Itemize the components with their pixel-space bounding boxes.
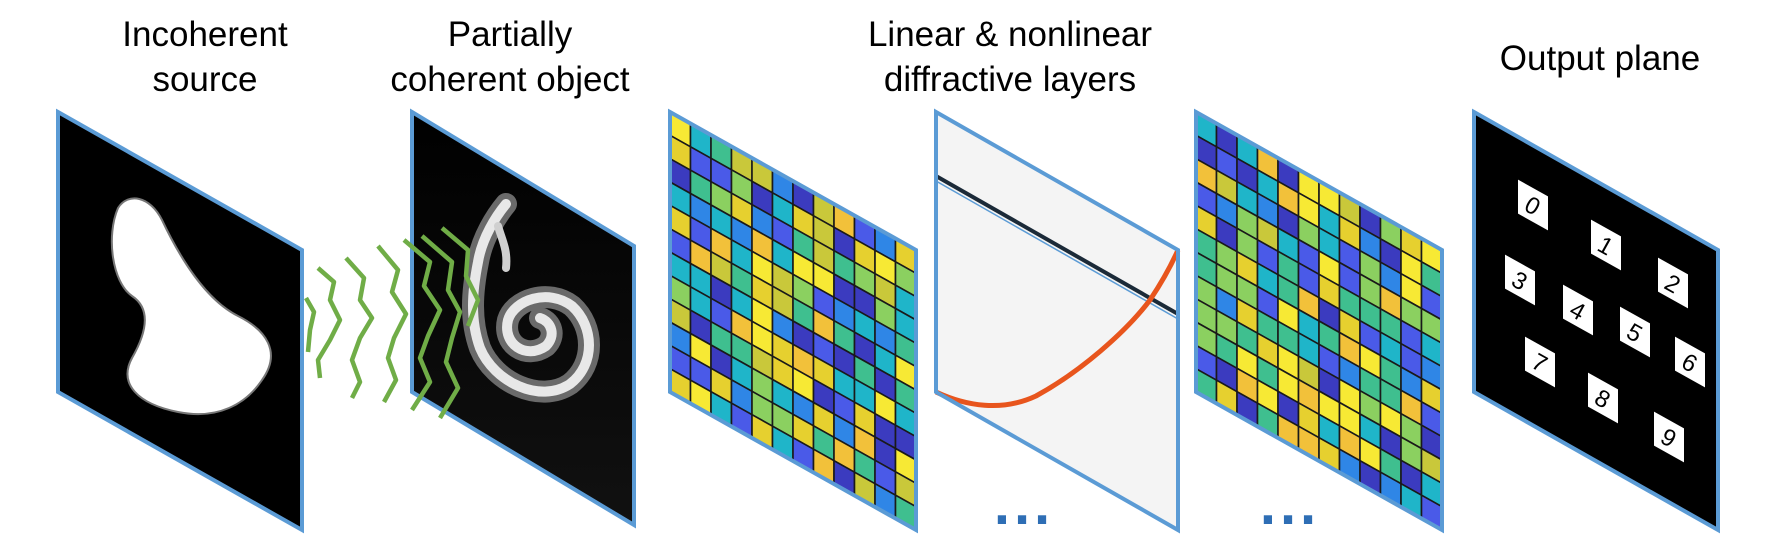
white-blob-icon — [110, 197, 272, 416]
label-incoherent-source-line1: Incoherent — [122, 15, 288, 54]
incoherent-source-frame — [56, 108, 304, 534]
output-detector-6: 6 — [1675, 336, 1705, 388]
label-diffractive-layers-line2: diffractive layers — [883, 60, 1137, 99]
output-detector-box — [1654, 411, 1684, 463]
diffractive-layer-2-frame — [1194, 108, 1444, 534]
label-partially-coherent-object-line2: coherent object — [390, 60, 630, 99]
output-detector-box — [1658, 257, 1688, 309]
output-detector-4: 4 — [1563, 284, 1593, 336]
output-detector-1: 1 — [1591, 219, 1621, 271]
wavefront-icon — [304, 226, 481, 420]
nonlinear-layer-axis-line — [935, 174, 1179, 316]
output-detector-box — [1563, 284, 1593, 336]
nonlinear-layer-axis-shadow — [935, 180, 1179, 320]
ellipsis-left-text: ... — [994, 472, 1054, 537]
output-detector-5: 5 — [1620, 306, 1650, 358]
diffractive-layer-1 — [669, 110, 917, 532]
label-diffractive-layers: Linear & nonlinear diffractive layers — [850, 12, 1170, 102]
output-detector-box — [1675, 336, 1705, 388]
output-detector-box — [1620, 306, 1650, 358]
label-diffractive-layers-line1: Linear & nonlinear — [867, 15, 1153, 54]
label-partially-coherent-object: Partially coherent object — [375, 12, 645, 102]
output-detector-9: 9 — [1654, 411, 1684, 463]
label-output-plane-text: Output plane — [1499, 39, 1701, 78]
activation-curve-icon — [934, 248, 1181, 408]
diffractive-layer-1-frame — [668, 108, 918, 534]
output-detector-box — [1588, 372, 1618, 424]
object-frame — [410, 108, 636, 529]
nonlinear-layer-background — [936, 112, 1178, 530]
label-partially-coherent-object-line1: Partially — [447, 15, 573, 54]
label-incoherent-source: Incoherent source — [70, 12, 340, 102]
object-background — [412, 112, 634, 525]
label-incoherent-source-line2: source — [152, 60, 258, 99]
output-detector-box — [1518, 179, 1548, 231]
ellipsis-right: ... — [1260, 472, 1320, 537]
nonlinear-layer-panel — [934, 108, 1181, 534]
output-detector-3: 3 — [1505, 254, 1535, 306]
ellipsis-left: ... — [994, 472, 1054, 537]
output-detector-2: 2 — [1658, 257, 1688, 309]
output-detector-7: 7 — [1525, 336, 1555, 388]
output-plane-frame — [1472, 108, 1720, 534]
diffractive-layer-2 — [1195, 110, 1443, 532]
output-detector-box — [1591, 219, 1621, 271]
handwritten-digit-six-icon — [462, 193, 600, 403]
nonlinear-layer-frame — [934, 108, 1180, 534]
output-plane-background — [1474, 112, 1718, 530]
output-detector-box — [1525, 336, 1555, 388]
output-detector-box — [1505, 254, 1535, 306]
output-detector-0: 0 — [1518, 179, 1548, 231]
output-detector-8: 8 — [1588, 372, 1618, 424]
ellipsis-right-text: ... — [1260, 472, 1320, 537]
label-output-plane: Output plane — [1470, 36, 1730, 81]
partially-coherent-object-panel — [410, 108, 636, 529]
incoherent-source-panel — [56, 108, 304, 534]
